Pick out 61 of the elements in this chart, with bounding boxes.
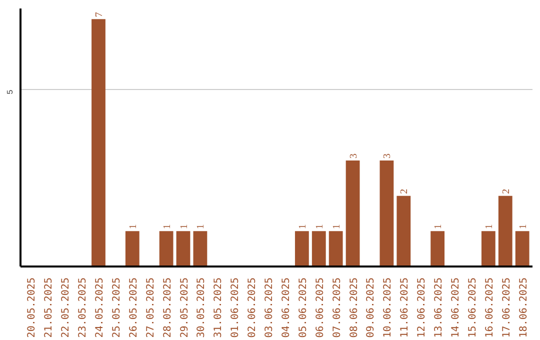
data-label: 3 [382,153,394,158]
x-tick-label: 12.06.2025 [416,277,428,338]
data-label: 1 [484,224,495,230]
x-tick-label: 26.05.2025 [128,277,140,338]
x-tick-label: 31.05.2025 [213,277,224,338]
data-label: 1 [518,224,529,230]
bar [159,231,174,266]
x-tick-label: 17.06.2025 [501,277,512,338]
x-tick-label: 08.06.2025 [348,277,360,338]
x-tick-label: 10.06.2025 [382,277,394,338]
bar [380,160,394,266]
x-tick-label: 21.05.2025 [44,277,55,338]
bar [125,231,140,266]
x-tick-label: 03.06.2025 [264,277,276,338]
x-tick-label: 25.05.2025 [111,277,122,338]
data-label: 1 [314,224,326,230]
x-tick-label: 01.06.2025 [230,277,242,338]
x-tick-label: 13.06.2025 [434,277,445,338]
x-tick-label: 14.06.2025 [450,277,462,338]
y-tick-label: 5 [6,89,14,94]
bar [481,231,496,266]
data-label: 1 [178,224,190,230]
x-tick-label: 02.06.2025 [247,277,258,338]
bar [312,231,326,266]
data-label: 1 [433,224,444,230]
x-tick-label: 23.05.2025 [78,277,89,338]
data-label: 1 [297,224,308,230]
bar [430,231,445,266]
x-tick-label: 04.06.2025 [280,277,292,338]
data-label: 3 [348,153,360,158]
bar [396,196,411,266]
data-label: 1 [162,224,173,230]
x-tick-label: 30.05.2025 [196,277,208,338]
x-tick-label: 16.06.2025 [484,277,496,338]
data-label: 2 [399,188,410,194]
x-tick-label: 07.06.2025 [332,277,343,338]
x-tick-label: 20.05.2025 [26,277,38,338]
bar [328,231,343,266]
bar [176,231,190,266]
bar [193,231,208,266]
data-label: 1 [331,224,342,230]
x-tick-label: 27.05.2025 [145,277,156,338]
bar [92,19,106,266]
x-tick-label: 24.05.2025 [94,277,106,338]
data-label: 7 [94,12,105,18]
x-tick-label: 09.06.2025 [366,277,377,338]
x-tick-label: 15.06.2025 [467,277,478,338]
x-tick-label: 05.06.2025 [298,277,309,338]
x-tick-label: 18.06.2025 [518,277,530,338]
bar [346,160,360,266]
x-tick-label: 06.06.2025 [314,277,326,338]
x-tick-label: 22.05.2025 [60,277,72,338]
bar [294,231,309,266]
x-tick-label: 11.06.2025 [400,277,411,338]
x-tick-label: 28.05.2025 [162,277,174,338]
data-label: 2 [500,188,512,194]
x-tick-label: 29.05.2025 [179,277,190,338]
data-label: 1 [196,224,207,230]
bar [515,231,530,266]
bar [498,196,512,266]
data-label: 1 [128,224,139,230]
